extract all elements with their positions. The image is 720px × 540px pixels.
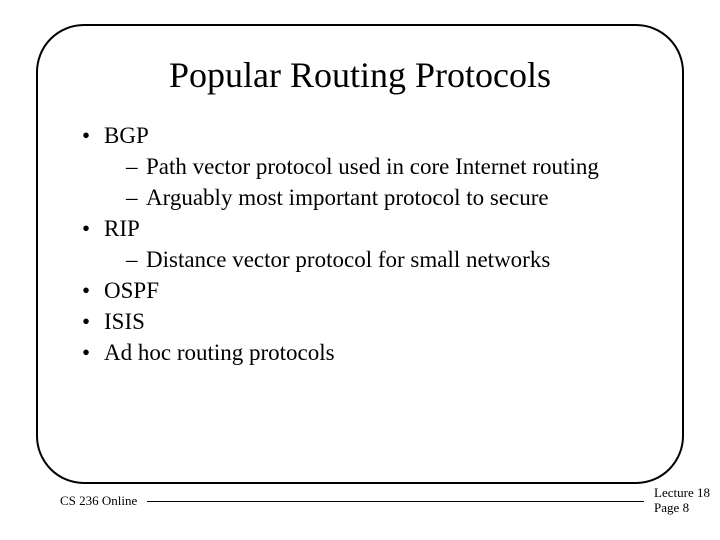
footer-divider bbox=[147, 501, 644, 502]
bullet-label: OSPF bbox=[104, 278, 159, 303]
slide-content: BGP Path vector protocol used in core In… bbox=[38, 120, 682, 368]
sub-bullet-label: Distance vector protocol for small netwo… bbox=[146, 247, 550, 272]
footer-lecture: Lecture 18 bbox=[654, 486, 710, 501]
sub-list: Distance vector protocol for small netwo… bbox=[104, 244, 652, 275]
footer-course: CS 236 Online bbox=[60, 493, 143, 509]
slide-title: Popular Routing Protocols bbox=[38, 54, 682, 96]
slide-frame: Popular Routing Protocols BGP Path vecto… bbox=[36, 24, 684, 484]
sub-list: Path vector protocol used in core Intern… bbox=[104, 151, 652, 213]
sub-list-item: Arguably most important protocol to secu… bbox=[126, 182, 652, 213]
bullet-label: BGP bbox=[104, 123, 149, 148]
sub-list-item: Distance vector protocol for small netwo… bbox=[126, 244, 652, 275]
bullet-list: BGP Path vector protocol used in core In… bbox=[82, 120, 652, 368]
bullet-label: ISIS bbox=[104, 309, 145, 334]
list-item: BGP Path vector protocol used in core In… bbox=[82, 120, 652, 213]
list-item: Ad hoc routing protocols bbox=[82, 337, 652, 368]
footer-page: Page 8 bbox=[654, 501, 710, 516]
list-item: ISIS bbox=[82, 306, 652, 337]
bullet-label: RIP bbox=[104, 216, 140, 241]
sub-bullet-label: Path vector protocol used in core Intern… bbox=[146, 154, 599, 179]
slide-footer: CS 236 Online Lecture 18 Page 8 bbox=[60, 486, 710, 516]
sub-bullet-label: Arguably most important protocol to secu… bbox=[146, 185, 549, 210]
footer-page-info: Lecture 18 Page 8 bbox=[648, 486, 710, 516]
list-item: RIP Distance vector protocol for small n… bbox=[82, 213, 652, 275]
list-item: OSPF bbox=[82, 275, 652, 306]
bullet-label: Ad hoc routing protocols bbox=[104, 340, 335, 365]
sub-list-item: Path vector protocol used in core Intern… bbox=[126, 151, 652, 182]
